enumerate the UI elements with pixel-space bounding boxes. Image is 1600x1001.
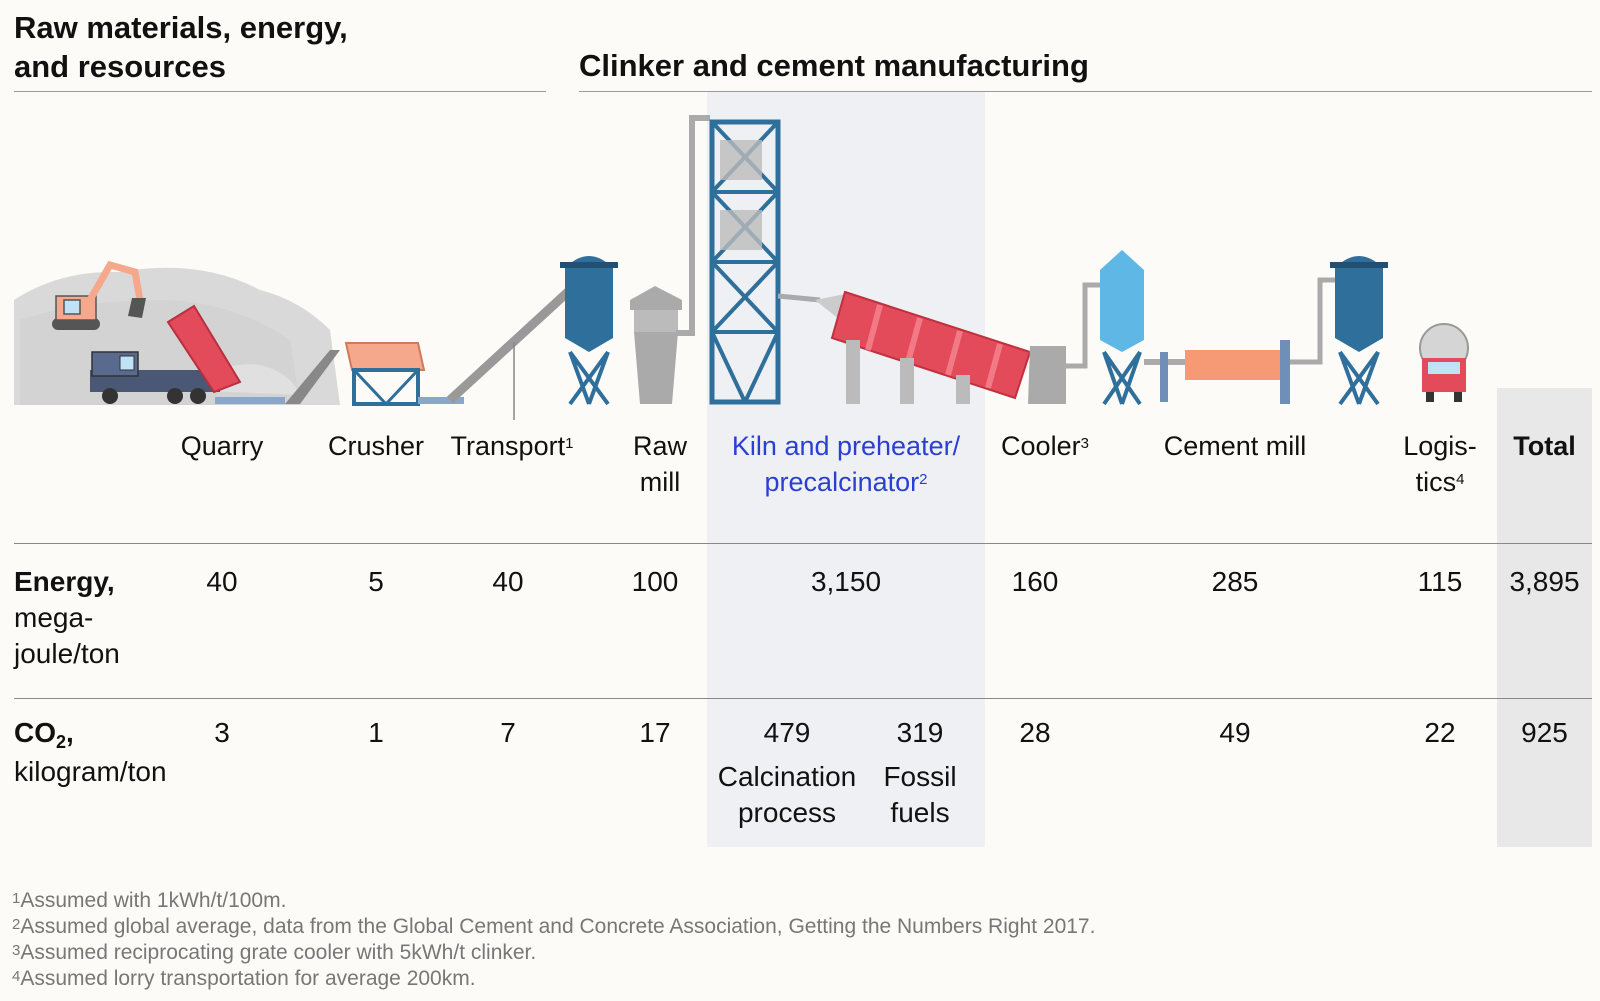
excavator-icon <box>52 260 146 330</box>
energy-value-total: 3,895 <box>1509 566 1580 597</box>
header-rule-left <box>14 91 546 92</box>
footnote-ref-1: 1 <box>565 435 574 452</box>
energy-value-kiln: 3,150 <box>810 566 882 597</box>
column-label-quarry: Quarry <box>180 431 264 461</box>
footnote-ref-4: 4 <box>1456 471 1465 488</box>
tanker-truck-icon <box>1419 323 1469 402</box>
co2-value-kiln-fossil-fuels: 319 Fossil fuels <box>883 717 957 828</box>
energy-value-cooler: 160 <box>1011 566 1059 597</box>
column-label-logistics: Logis- tics4 <box>1403 431 1477 497</box>
footnote-3: 3Assumed reciprocating grate cooler with… <box>12 941 537 964</box>
row-rule-co2 <box>14 698 1592 699</box>
column-label-kiln: Kiln and preheater/ precalcinator2 <box>731 431 961 497</box>
cement-mill-icon <box>1144 277 1335 404</box>
header-rule-right <box>579 91 1592 92</box>
energy-value-cement-mill: 285 <box>1211 566 1259 597</box>
column-label-raw-mill: Raw mill <box>632 431 687 497</box>
row-label-co2: CO2, kilogram/ton <box>14 717 167 787</box>
column-label-transport: Transport1 <box>450 431 574 461</box>
section-header-raw-materials: Raw materials, energy, and resources <box>14 8 554 86</box>
preheater-tower-icon <box>709 119 781 405</box>
section-header-line-1: Raw materials, energy, <box>14 10 348 45</box>
co2-value-raw-mill: 17 <box>639 717 671 748</box>
row-rule-energy <box>14 543 1592 544</box>
co2-value-quarry: 3 <box>214 717 230 748</box>
co2-value-cooler: 28 <box>1019 717 1051 748</box>
crusher-icon <box>285 342 464 406</box>
co2-value-cement-mill: 49 <box>1219 717 1251 748</box>
column-label-cooler: Cooler3 <box>1001 431 1089 461</box>
co2-value-logistics: 22 <box>1424 717 1456 748</box>
co2-value-crusher: 1 <box>368 717 384 748</box>
footnote-4: 4Assumed lorry transportation for averag… <box>12 967 476 990</box>
footnote-ref-3: 3 <box>1080 435 1089 452</box>
row-label-energy: Energy, mega- joule/ton <box>14 566 120 669</box>
conveyor-icon <box>446 286 574 420</box>
co2-value-total: 925 <box>1521 717 1568 748</box>
dump-truck-icon <box>90 304 242 404</box>
energy-value-crusher: 5 <box>368 566 384 597</box>
footnote-ref-2: 2 <box>919 471 928 488</box>
rotary-kiln-icon <box>815 290 1032 404</box>
silo-icon <box>1330 256 1388 406</box>
section-header-line-2: and resources <box>14 49 226 84</box>
co2-value-kiln-calcination: 479 Calcination process <box>717 717 857 828</box>
cooler-icon <box>1028 250 1144 406</box>
column-label-crusher: Crusher <box>327 431 425 461</box>
raw-mill-icon <box>630 286 682 404</box>
silo-icon <box>560 256 618 406</box>
energy-value-raw-mill: 100 <box>631 566 679 597</box>
footnote-2: 2Assumed global average, data from the G… <box>12 915 1096 938</box>
column-label-cement-mill: Cement mill <box>1163 431 1307 461</box>
footnote-1: 1Assumed with 1kWh/t/100m. <box>12 889 287 912</box>
energy-value-logistics: 115 <box>1417 566 1463 597</box>
co2-value-transport: 7 <box>500 717 516 748</box>
energy-value-transport: 40 <box>492 566 524 597</box>
process-illustration <box>14 115 1469 420</box>
energy-value-quarry: 40 <box>206 566 238 597</box>
column-label-total: Total <box>1513 431 1576 461</box>
total-column-band <box>1497 388 1592 847</box>
section-header-manufacturing: Clinker and cement manufacturing <box>579 48 1089 83</box>
